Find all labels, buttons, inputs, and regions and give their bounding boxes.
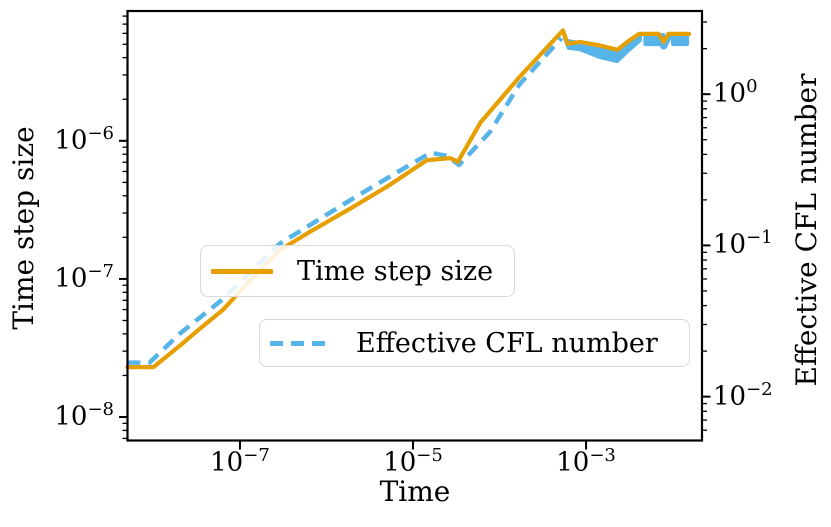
legend-line-sample-solid [211, 268, 273, 274]
cfl-noise-block [671, 32, 690, 47]
left-y-axis-label: Time step size [7, 126, 40, 330]
x-tick-label: 10−3 [556, 445, 616, 478]
series-effective-cfl-number [127, 36, 564, 365]
legend-line-sample-dashed [270, 340, 332, 346]
axes-spines [126, 9, 704, 442]
x-axis-label: Time [379, 475, 451, 508]
legend-label-effective-cfl-number: Effective CFL number [356, 327, 658, 359]
x-tick-label: 10−7 [210, 445, 270, 478]
legend-label-time-step-size: Time step size [297, 255, 494, 287]
series-time-step-size [125, 28, 692, 370]
legend-time-step-size: Time step size [200, 245, 515, 297]
right-tick-label: 100 [713, 76, 758, 109]
left-tick-label: 10−7 [54, 260, 114, 294]
left-tick-label: 10−6 [54, 122, 114, 156]
right-tick-label: 10−1 [713, 227, 773, 261]
right-tick-label: 10−2 [713, 378, 773, 412]
left-tick-label: 10−8 [54, 399, 114, 432]
x-tick-label: 10−5 [383, 445, 443, 478]
legend-effective-cfl-number: Effective CFL number [259, 319, 690, 367]
